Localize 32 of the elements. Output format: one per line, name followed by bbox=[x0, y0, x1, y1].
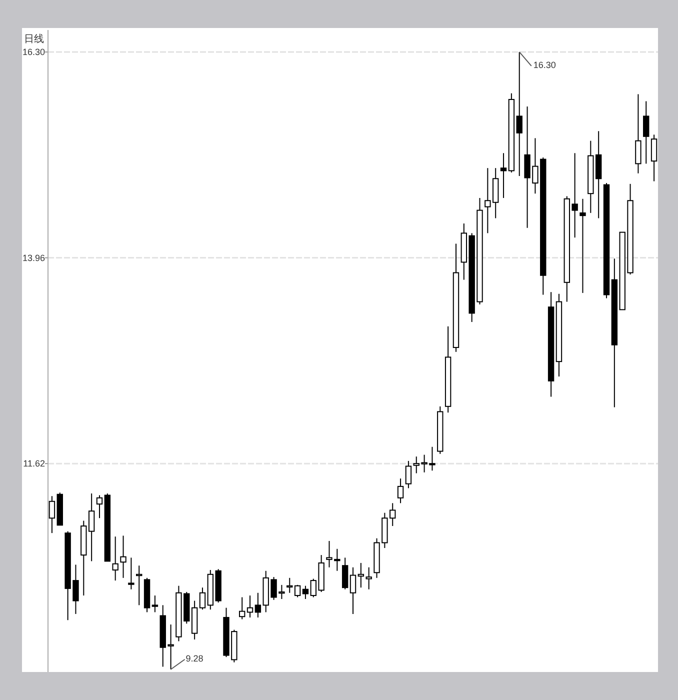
y-tick-label: 16.30 bbox=[22, 46, 45, 57]
chart-title: 日线 bbox=[24, 33, 44, 45]
candlestick bbox=[643, 100, 650, 164]
candlestick bbox=[238, 596, 246, 620]
candlestick bbox=[152, 594, 158, 613]
candlestick bbox=[112, 536, 118, 582]
y-tick-label: 13.96 bbox=[22, 252, 45, 263]
candlestick bbox=[254, 592, 262, 618]
candlestick bbox=[302, 585, 309, 600]
candlestick bbox=[580, 198, 586, 294]
candlestick bbox=[48, 496, 56, 534]
annotation: 16.30 bbox=[533, 60, 556, 70]
y-tick-label: 11.62 bbox=[23, 458, 45, 469]
candlestick bbox=[286, 577, 293, 594]
candlestick bbox=[516, 51, 522, 176]
candlestick bbox=[397, 478, 404, 504]
candlestick bbox=[199, 587, 206, 610]
candlestick bbox=[342, 557, 348, 590]
candlestick bbox=[128, 557, 134, 590]
candlestick bbox=[96, 494, 103, 519]
candlestick bbox=[500, 152, 507, 198]
candlestick bbox=[294, 584, 301, 598]
candlestick bbox=[350, 566, 356, 614]
candlestick bbox=[120, 535, 126, 578]
candlestick bbox=[366, 566, 372, 590]
candlestick bbox=[635, 94, 642, 174]
candlestick bbox=[358, 562, 364, 588]
candlestick bbox=[136, 565, 142, 606]
candlestick bbox=[88, 492, 95, 562]
candlestick bbox=[246, 594, 254, 618]
candlestick bbox=[405, 460, 412, 489]
annotation: 9.28 bbox=[186, 653, 204, 664]
